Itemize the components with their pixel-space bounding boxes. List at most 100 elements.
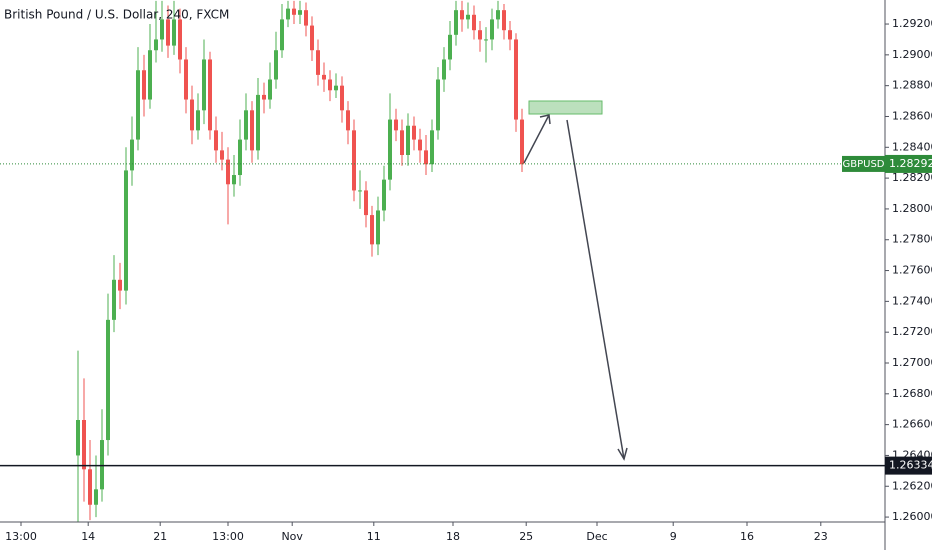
candle-body	[394, 119, 398, 131]
candle-body	[106, 319, 110, 441]
x-tick-label: 16	[740, 530, 754, 543]
candle-body	[208, 59, 212, 131]
candle-body	[370, 215, 374, 245]
candle-body	[184, 59, 188, 100]
candle-body	[502, 10, 506, 31]
y-tick-label: 1.28600	[892, 109, 932, 122]
y-tick-label: 1.27600	[892, 264, 932, 277]
candle-body	[442, 59, 446, 80]
x-tick-label: 21	[153, 530, 167, 543]
x-tick-label: Nov	[281, 530, 303, 543]
level-label: 1.26334	[889, 459, 932, 472]
candle-body	[508, 30, 512, 40]
y-tick-label: 1.26600	[892, 418, 932, 431]
candle-body	[352, 130, 356, 191]
arrow-down-head	[617, 447, 628, 461]
candle-body	[454, 10, 458, 35]
candle-body	[232, 175, 236, 185]
candle-body	[460, 10, 464, 20]
x-tick-label: 13:00	[212, 530, 244, 543]
y-tick-label: 1.29000	[892, 48, 932, 61]
candle-body	[190, 99, 194, 131]
y-tick-label: 1.27000	[892, 356, 932, 369]
level-label-box	[885, 456, 932, 475]
x-tick-label: 18	[446, 530, 460, 543]
candle-body	[214, 130, 218, 151]
projection-arrows	[523, 114, 628, 461]
candle-body	[430, 130, 434, 165]
arrow-up-head	[539, 114, 551, 125]
candle-body	[418, 139, 422, 151]
candle-body	[262, 94, 266, 100]
candle-body	[412, 125, 416, 140]
candle-body	[406, 125, 410, 155]
candle-body	[328, 79, 332, 91]
candle-body	[166, 19, 170, 46]
candle-body	[196, 110, 200, 131]
candle-body	[274, 50, 278, 80]
x-tick-label: 11	[367, 530, 381, 543]
candle-body	[220, 150, 224, 160]
candle-body	[238, 139, 242, 176]
candle-body	[478, 30, 482, 40]
y-tick-label: 1.29200	[892, 17, 932, 30]
candle-body	[346, 110, 350, 131]
plot-area	[76, 0, 524, 522]
candle-body	[424, 150, 428, 165]
y-tick-label: 1.28800	[892, 79, 932, 92]
price-label-box	[885, 154, 932, 173]
y-tick-label: 1.26200	[892, 479, 932, 492]
symbol-label: GBPUSD	[842, 159, 884, 170]
candle-body	[154, 39, 158, 51]
candle-body	[292, 8, 296, 15]
price-label: 1.28292	[889, 157, 932, 170]
arrow-down	[566, 119, 625, 460]
symbol-label-box	[842, 155, 885, 172]
arrow-up	[523, 114, 550, 164]
candle-body	[148, 50, 152, 100]
y-tick-label: 1.28200	[892, 171, 932, 184]
candle-body	[160, 19, 164, 40]
candle-body	[178, 19, 182, 60]
candle-body	[466, 14, 470, 20]
candle-body	[520, 119, 524, 165]
x-tick-label: 23	[814, 530, 828, 543]
x-tick-label: Dec	[586, 530, 607, 543]
candle-body	[118, 279, 122, 291]
candle-body	[142, 70, 146, 100]
x-tick-label: 14	[81, 530, 95, 543]
candle-body	[388, 119, 392, 180]
candle-body	[202, 59, 206, 111]
candle-body	[490, 19, 494, 40]
y-tick-label: 1.26000	[892, 510, 932, 523]
candle-body	[448, 34, 452, 60]
candle-body	[376, 210, 380, 245]
candle-body	[364, 190, 368, 216]
candle-body	[172, 19, 176, 46]
y-tick-label: 1.28400	[892, 140, 932, 153]
y-tick-label: 1.27200	[892, 325, 932, 338]
y-tick-label: 1.28000	[892, 202, 932, 215]
candle-body	[82, 420, 86, 470]
candle-body	[280, 19, 284, 51]
y-tick-label: 1.27400	[892, 294, 932, 307]
candle-body	[400, 130, 404, 155]
candle-body	[112, 279, 116, 320]
candle-body	[496, 10, 500, 20]
candle-body	[124, 170, 128, 291]
candle-body	[226, 159, 230, 185]
candle-body	[514, 39, 518, 120]
candle-body	[322, 74, 326, 80]
x-tick-label: 9	[670, 530, 677, 543]
candle-body	[358, 190, 362, 192]
candle-body	[244, 110, 248, 140]
candle-body	[136, 70, 140, 140]
candle-body	[340, 85, 344, 111]
chart-title: British Pound / U.S. Dollar, 240, FXCM	[4, 8, 229, 22]
candle-body	[304, 10, 308, 26]
candle-body	[310, 25, 314, 51]
y-tick-label: 1.27800	[892, 233, 932, 246]
candle-body	[334, 85, 338, 91]
